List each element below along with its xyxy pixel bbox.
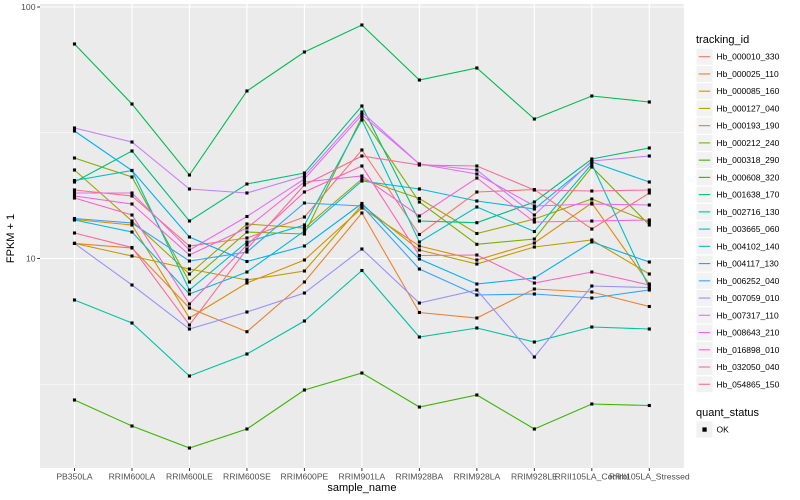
svg-text:RRIM600LE: RRIM600LE: [166, 472, 213, 482]
svg-text:Hb_032050_040: Hb_032050_040: [717, 362, 780, 372]
svg-text:Hb_000212_240: Hb_000212_240: [717, 138, 780, 148]
svg-text:Hb_000025_110: Hb_000025_110: [717, 69, 780, 79]
svg-text:RRII105LA_Stressed: RRII105LA_Stressed: [609, 472, 690, 482]
svg-text:Hb_000085_160: Hb_000085_160: [717, 86, 780, 96]
svg-text:RRIM901LA: RRIM901LA: [338, 472, 385, 482]
svg-text:Hb_000608_320: Hb_000608_320: [717, 172, 780, 182]
svg-text:Hb_008643_210: Hb_008643_210: [717, 328, 780, 338]
svg-text:OK: OK: [717, 425, 730, 435]
svg-text:Hb_007059_010: Hb_007059_010: [717, 293, 780, 303]
svg-text:Hb_000010_330: Hb_000010_330: [717, 52, 780, 62]
svg-text:Hb_003665_060: Hb_003665_060: [717, 224, 780, 234]
svg-text:Hb_004102_140: Hb_004102_140: [717, 241, 780, 251]
svg-text:Hb_016898_010: Hb_016898_010: [717, 345, 780, 355]
svg-text:RRIM928BA: RRIM928BA: [395, 472, 443, 482]
svg-text:Hb_007317_110: Hb_007317_110: [717, 310, 780, 320]
svg-text:RRII105LA_Control: RRII105LA_Control: [555, 472, 630, 482]
svg-text:RRIM928LA: RRIM928LA: [453, 472, 500, 482]
svg-text:Hb_000318_290: Hb_000318_290: [717, 155, 780, 165]
svg-text:Hb_000127_040: Hb_000127_040: [717, 103, 780, 113]
svg-text:RRIM928LE: RRIM928LE: [511, 472, 558, 482]
svg-text:FPKM + 1: FPKM + 1: [5, 214, 17, 263]
svg-text:100: 100: [21, 2, 36, 12]
svg-text:Hb_054865_150: Hb_054865_150: [717, 379, 780, 389]
svg-text:RRIM600PE: RRIM600PE: [281, 472, 329, 482]
svg-text:RRIM600SE: RRIM600SE: [223, 472, 271, 482]
svg-text:RRIM600LA: RRIM600LA: [109, 472, 156, 482]
svg-text:Hb_001638_170: Hb_001638_170: [717, 190, 780, 200]
svg-text:sample_name: sample_name: [327, 482, 396, 494]
svg-text:Hb_006252_040: Hb_006252_040: [717, 276, 780, 286]
svg-text:10: 10: [26, 254, 36, 264]
svg-text:Hb_002716_130: Hb_002716_130: [717, 207, 780, 217]
svg-text:Hb_004117_130: Hb_004117_130: [717, 259, 780, 269]
svg-text:tracking_id: tracking_id: [696, 34, 749, 46]
svg-text:Hb_000193_190: Hb_000193_190: [717, 121, 780, 131]
svg-text:PB350LA: PB350LA: [56, 472, 93, 482]
svg-text:quant_status: quant_status: [696, 407, 759, 419]
